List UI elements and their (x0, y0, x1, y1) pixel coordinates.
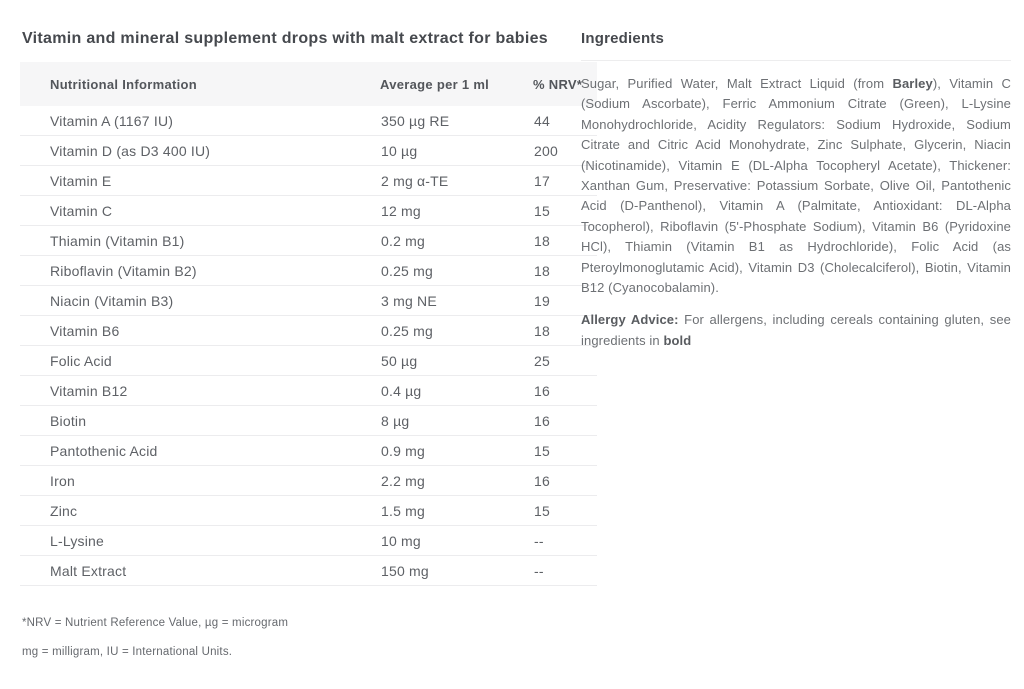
nutrient-nrv: 17 (533, 165, 597, 196)
table-row: Pantothenic Acid 0.9 mg 15 (20, 435, 597, 466)
nutrient-nrv: 16 (533, 465, 597, 496)
nutrient-name: Malt Extract (20, 555, 380, 586)
nutrient-name: Vitamin C (20, 195, 380, 226)
nutrient-amount: 2.2 mg (380, 465, 533, 496)
nutrient-amount: 1.5 mg (380, 495, 533, 526)
ingredients-heading: Ingredients (581, 30, 665, 47)
nutrient-nrv: 44 (533, 106, 597, 136)
nutrient-amount: 12 mg (380, 195, 533, 226)
nutrient-nrv: -- (533, 525, 597, 556)
nutrient-amount: 50 µg (380, 345, 533, 376)
ingredients-divider (581, 60, 1011, 61)
table-row: L-Lysine 10 mg -- (20, 525, 597, 556)
nutrition-table: Nutritional Information Average per 1 ml… (20, 62, 597, 586)
nutrient-amount: 0.25 mg (380, 255, 533, 286)
nutrition-table-body: Vitamin A (1167 IU) 350 µg RE 44 Vitamin D … (20, 106, 597, 586)
nutrient-amount: 0.25 mg (380, 315, 533, 346)
table-row: Vitamin C 12 mg 15 (20, 195, 597, 226)
nutrient-name: Niacin (Vitamin B3) (20, 285, 380, 316)
nutrient-name: Vitamin B6 (20, 315, 380, 346)
table-row: Vitamin D (as D3 400 IU) 10 µg 200 (20, 135, 597, 166)
nutrient-amount: 8 µg (380, 405, 533, 436)
nutrient-name: Vitamin B12 (20, 375, 380, 406)
nutrient-nrv: 200 (533, 135, 597, 166)
nutrient-name: Iron (20, 465, 380, 496)
table-row: Vitamin B12 0.4 µg 16 (20, 375, 597, 406)
nutrient-name: Folic Acid (20, 345, 380, 376)
nutrient-amount: 150 mg (380, 555, 533, 586)
nutrient-nrv: 16 (533, 405, 597, 436)
table-header-row: Nutritional Information Average per 1 ml… (20, 62, 597, 106)
table-row: Vitamin A (1167 IU) 350 µg RE 44 (20, 106, 597, 136)
ingredients-text: Sugar, Purified Water, Malt Extract Liqu… (581, 76, 1011, 296)
table-row: Zinc 1.5 mg 15 (20, 495, 597, 526)
table-row: Vitamin B6 0.25 mg 18 (20, 315, 597, 346)
table-row: Thiamin (Vitamin B1) 0.2 mg 18 (20, 225, 597, 256)
table-row: Niacin (Vitamin B3) 3 mg NE 19 (20, 285, 597, 316)
nutrient-name: L-Lysine (20, 525, 380, 556)
table-row: Riboflavin (Vitamin B2) 0.25 mg 18 (20, 255, 597, 286)
nutrition-section: Vitamin and mineral supplement drops wit… (20, 30, 597, 586)
nutrient-name: Biotin (20, 405, 380, 436)
nutrient-name: Riboflavin (Vitamin B2) (20, 255, 380, 286)
nutrient-amount: 10 µg (380, 135, 533, 166)
nutrient-amount: 3 mg NE (380, 285, 533, 316)
nutrient-amount: 2 mg α-TE (380, 165, 533, 196)
nutrient-nrv: 19 (533, 285, 597, 316)
col-header-nutritional-information: Nutritional Information (20, 62, 380, 106)
nutrient-amount: 0.2 mg (380, 225, 533, 256)
nutrient-name: Pantothenic Acid (20, 435, 380, 466)
table-row: Iron 2.2 mg 16 (20, 465, 597, 496)
nutrient-nrv: 15 (533, 435, 597, 466)
nutrient-nrv: 25 (533, 345, 597, 376)
nutrient-nrv: 18 (533, 315, 597, 346)
ingredients-section: Ingredients Sugar, Purified Water, Malt … (581, 30, 1011, 351)
nutrient-nrv: 15 (533, 495, 597, 526)
col-header-nrv: % NRV* (533, 62, 597, 106)
nutrient-name: Thiamin (Vitamin B1) (20, 225, 380, 256)
nutrient-name: Vitamin D (as D3 400 IU) (20, 135, 380, 166)
col-header-average-per-1ml: Average per 1 ml (380, 62, 533, 106)
nutrient-amount: 350 µg RE (380, 106, 533, 136)
footnotes: *NRV = Nutrient Reference Value, µg = mi… (22, 617, 542, 675)
footnote-line-1: *NRV = Nutrient Reference Value, µg = mi… (22, 617, 289, 629)
nutrient-nrv: -- (533, 555, 597, 586)
table-row: Folic Acid 50 µg 25 (20, 345, 597, 376)
nutrient-name: Vitamin E (20, 165, 380, 196)
nutrient-nrv: 18 (533, 225, 597, 256)
table-row: Malt Extract 150 mg -- (20, 555, 597, 586)
nutrient-name: Vitamin A (1167 IU) (20, 106, 380, 136)
nutrient-amount: 0.4 µg (380, 375, 533, 406)
nutrient-amount: 10 mg (380, 525, 533, 556)
nutrient-amount: 0.9 mg (380, 435, 533, 466)
nutrient-nrv: 16 (533, 375, 597, 406)
table-row: Biotin 8 µg 16 (20, 405, 597, 436)
nutrient-name: Zinc (20, 495, 380, 526)
allergy-advice-text: Allergy Advice: For allergens, including… (581, 312, 1012, 348)
nutrient-nrv: 18 (533, 255, 597, 286)
page-title: Vitamin and mineral supplement drops wit… (22, 30, 548, 47)
nutrient-nrv: 15 (533, 195, 597, 226)
footnote-line-2: mg = milligram, IU = International Units… (22, 646, 233, 658)
